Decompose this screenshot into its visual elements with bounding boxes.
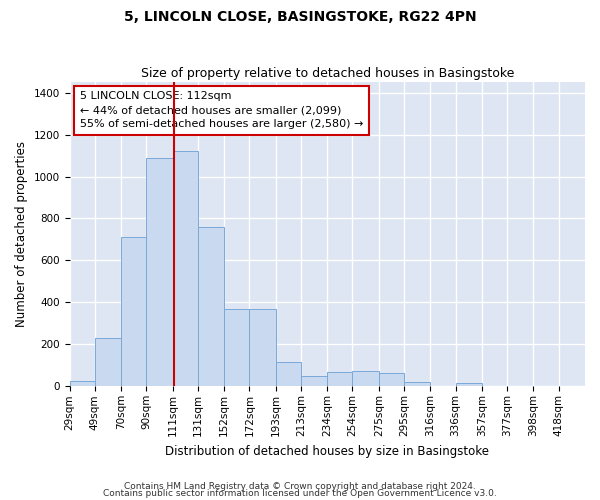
Text: 5, LINCOLN CLOSE, BASINGSTOKE, RG22 4PN: 5, LINCOLN CLOSE, BASINGSTOKE, RG22 4PN — [124, 10, 476, 24]
Bar — [455, 384, 482, 386]
X-axis label: Distribution of detached houses by size in Basingstoke: Distribution of detached houses by size … — [165, 444, 489, 458]
Bar — [95, 338, 121, 386]
Bar — [276, 362, 301, 386]
Bar — [250, 308, 276, 386]
Bar — [70, 381, 95, 386]
Text: Contains HM Land Registry data © Crown copyright and database right 2024.: Contains HM Land Registry data © Crown c… — [124, 482, 476, 491]
Bar — [301, 376, 327, 386]
Text: Contains public sector information licensed under the Open Government Licence v3: Contains public sector information licen… — [103, 489, 497, 498]
Bar — [379, 373, 404, 386]
Bar — [146, 158, 173, 386]
Text: 5 LINCOLN CLOSE: 112sqm
← 44% of detached houses are smaller (2,099)
55% of semi: 5 LINCOLN CLOSE: 112sqm ← 44% of detache… — [80, 91, 363, 129]
Bar — [224, 308, 250, 386]
Bar — [404, 382, 430, 386]
Bar — [173, 152, 198, 386]
Bar — [352, 370, 379, 386]
Y-axis label: Number of detached properties: Number of detached properties — [15, 141, 28, 327]
Bar — [121, 238, 146, 386]
Title: Size of property relative to detached houses in Basingstoke: Size of property relative to detached ho… — [140, 66, 514, 80]
Bar — [198, 227, 224, 386]
Bar — [327, 372, 352, 386]
